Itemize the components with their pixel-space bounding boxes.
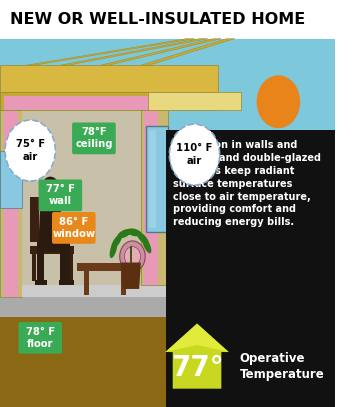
Polygon shape <box>84 271 89 295</box>
Polygon shape <box>4 110 18 297</box>
Polygon shape <box>59 280 74 285</box>
Polygon shape <box>0 305 336 407</box>
Text: 110° F
air: 110° F air <box>176 143 213 166</box>
Text: 75° F
air: 75° F air <box>15 139 45 162</box>
FancyBboxPatch shape <box>72 123 116 154</box>
Circle shape <box>125 247 140 266</box>
FancyBboxPatch shape <box>166 130 336 407</box>
Polygon shape <box>0 65 218 92</box>
Polygon shape <box>37 242 71 252</box>
Polygon shape <box>69 254 73 281</box>
Ellipse shape <box>111 234 122 249</box>
Ellipse shape <box>136 232 149 245</box>
Text: Insulation in walls and
ceilings and double-glazed
windows keep radiant
surface : Insulation in walls and ceilings and dou… <box>173 140 321 227</box>
Polygon shape <box>35 280 47 285</box>
FancyBboxPatch shape <box>18 322 62 354</box>
Polygon shape <box>0 92 218 110</box>
Polygon shape <box>30 246 74 254</box>
Polygon shape <box>30 197 39 242</box>
FancyBboxPatch shape <box>39 179 82 211</box>
Polygon shape <box>39 201 62 242</box>
Text: 78°F
ceiling: 78°F ceiling <box>75 127 113 149</box>
Polygon shape <box>148 92 242 110</box>
Polygon shape <box>141 110 168 285</box>
Ellipse shape <box>117 229 132 238</box>
Circle shape <box>42 177 59 198</box>
FancyBboxPatch shape <box>0 0 336 39</box>
Polygon shape <box>144 110 158 285</box>
Text: 77° F
wall: 77° F wall <box>46 184 75 206</box>
Text: Operative
Temperature: Operative Temperature <box>240 352 325 381</box>
Text: NEW OR WELL-INSULATED HOME: NEW OR WELL-INSULATED HOME <box>10 12 305 27</box>
Ellipse shape <box>142 237 151 253</box>
Polygon shape <box>0 110 22 297</box>
Polygon shape <box>121 271 126 295</box>
Polygon shape <box>32 254 36 281</box>
Text: 77°: 77° <box>171 354 223 382</box>
Polygon shape <box>0 39 336 317</box>
Polygon shape <box>37 252 44 281</box>
Polygon shape <box>0 293 184 317</box>
Polygon shape <box>27 39 194 65</box>
Ellipse shape <box>110 241 117 258</box>
Polygon shape <box>0 151 22 208</box>
Text: 86° F
window: 86° F window <box>52 217 95 239</box>
Circle shape <box>169 124 220 185</box>
Polygon shape <box>141 39 235 65</box>
Polygon shape <box>100 39 221 65</box>
Polygon shape <box>22 110 148 285</box>
Polygon shape <box>60 39 208 65</box>
Polygon shape <box>60 252 71 281</box>
Ellipse shape <box>127 228 141 236</box>
Circle shape <box>257 75 300 128</box>
Polygon shape <box>130 246 132 263</box>
Circle shape <box>120 241 145 272</box>
Polygon shape <box>165 324 229 352</box>
Polygon shape <box>146 126 168 232</box>
Polygon shape <box>121 263 141 289</box>
Circle shape <box>5 120 55 181</box>
Polygon shape <box>77 263 134 271</box>
Polygon shape <box>165 324 229 389</box>
Polygon shape <box>55 210 74 230</box>
Polygon shape <box>22 285 168 297</box>
Polygon shape <box>149 130 156 228</box>
Text: 78° F
floor: 78° F floor <box>26 327 55 349</box>
Polygon shape <box>4 96 168 110</box>
FancyBboxPatch shape <box>52 212 96 244</box>
